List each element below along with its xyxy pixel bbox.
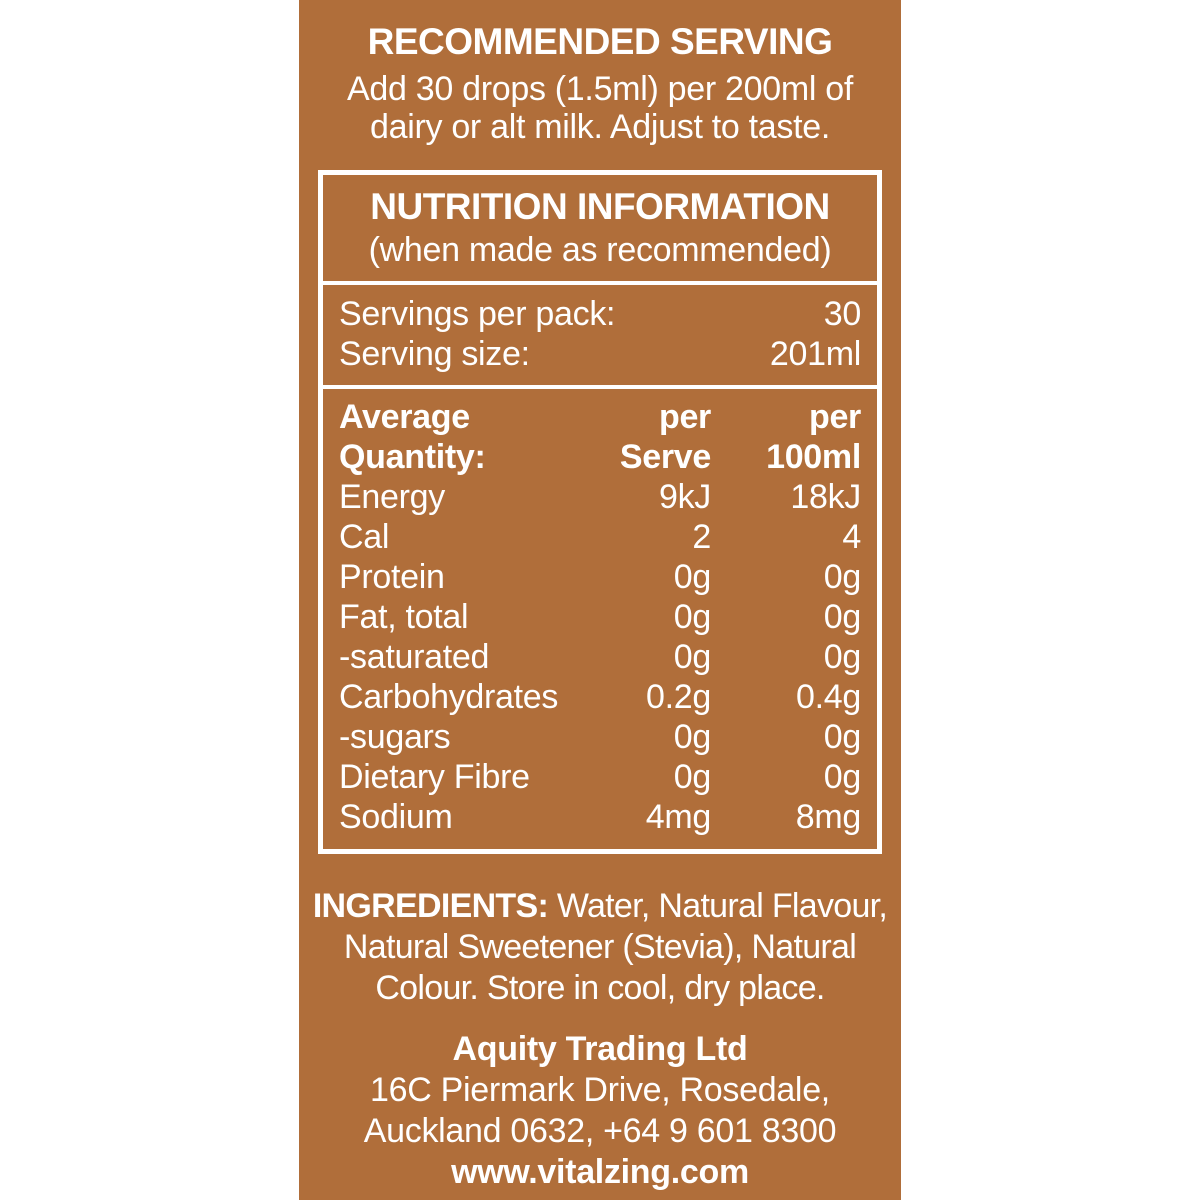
ingredients-list: Water, Natural Flavour, Natural Sweetene… [343,887,888,1007]
serving-size-row: Serving size: 201ml [339,334,861,374]
nutrient-label: Energy [339,478,445,516]
table-row: Fat, total 0g 0g [339,597,861,637]
per-100ml-value: 0g [823,718,862,756]
nutrition-title: NUTRITION INFORMATION [370,186,830,227]
ingredients-text: INGREDIENTS: Water, Natural Flavour, Nat… [299,886,901,1009]
serving-size-label: Serving size: [339,335,530,373]
recommended-serving-title: RECOMMENDED SERVING [367,21,833,62]
nutrient-label: Sodium [339,798,453,836]
nutrient-label: Carbohydrates [339,678,559,716]
per-100ml-value: 4 [842,518,861,556]
table-row: Energy 9kJ 18kJ [339,477,861,517]
nutrition-table: Average Quantity: per Serve per 100ml En… [323,385,877,849]
table-header-row: Average Quantity: per Serve per 100ml [339,397,861,477]
per-serve-value: 4mg [645,798,712,836]
per-serve-value: 0g [673,758,712,796]
serving-size-value: 201ml [769,335,861,373]
header-cell-per-serve: per Serve [619,398,711,476]
per-100ml-value: 8mg [795,798,862,836]
servings-per-pack-label: Servings per pack: [339,295,616,333]
servings-section: Servings per pack: 30 Serving size: 201m… [323,281,877,385]
per-100ml-value: 0.4g [796,678,861,716]
table-row: Carbohydrates 0.2g 0.4g [339,677,861,717]
table-row: Protein 0g 0g [339,557,861,597]
per-100ml-value: 0g [823,758,862,796]
table-row: Dietary Fibre 0g 0g [339,757,861,797]
company-name: Aquity Trading Ltd [452,1030,748,1068]
per-serve-value: 0g [673,598,712,636]
per-serve-value: 0.2g [646,678,711,716]
ingredients-label: INGREDIENTS: [312,887,549,925]
table-row: -saturated 0g 0g [339,637,861,677]
manufacturer-info: Aquity Trading Ltd 16C Piermark Drive, R… [299,1029,901,1193]
servings-per-pack-value: 30 [823,295,862,333]
nutrition-subtitle: (when made as recommended) [368,231,832,269]
per-serve-value: 0g [673,638,712,676]
per-serve-value: 9kJ [658,478,711,516]
per-100ml-value: 18kJ [790,478,861,516]
servings-per-pack-row: Servings per pack: 30 [339,294,861,334]
nutrition-panel-header: NUTRITION INFORMATION (when made as reco… [323,175,877,281]
nutrient-label: Cal [339,518,390,556]
per-serve-value: 2 [692,518,711,556]
address-line-2: Auckland 0632, +64 9 601 8300 [363,1112,837,1150]
per-serve-value: 0g [673,558,712,596]
table-row: -sugars 0g 0g [339,717,861,757]
nutrient-label: -sugars [339,718,451,756]
label-panel: RECOMMENDED SERVING Add 30 drops (1.5ml)… [299,0,901,1200]
table-row: Cal 2 4 [339,517,861,557]
per-serve-value: 0g [673,718,712,756]
address-line-1: 16C Piermark Drive, Rosedale, [370,1071,830,1109]
recommended-serving-instructions: Add 30 drops (1.5ml) per 200ml of dairy … [346,70,854,146]
nutrient-label: Fat, total [339,598,469,636]
table-row: Sodium 4mg 8mg [339,797,861,837]
website-url: www.vitalzing.com [451,1153,749,1191]
nutrient-label: Dietary Fibre [339,758,530,796]
per-100ml-value: 0g [823,638,862,676]
header-cell-per-100ml: per 100ml [766,398,861,476]
per-100ml-value: 0g [823,598,862,636]
nutrient-label: -saturated [339,638,490,676]
nutrient-label: Protein [339,558,445,596]
nutrition-information-panel: NUTRITION INFORMATION (when made as reco… [318,170,882,854]
header-cell-average-quantity: Average Quantity: [339,398,486,476]
per-100ml-value: 0g [823,558,862,596]
